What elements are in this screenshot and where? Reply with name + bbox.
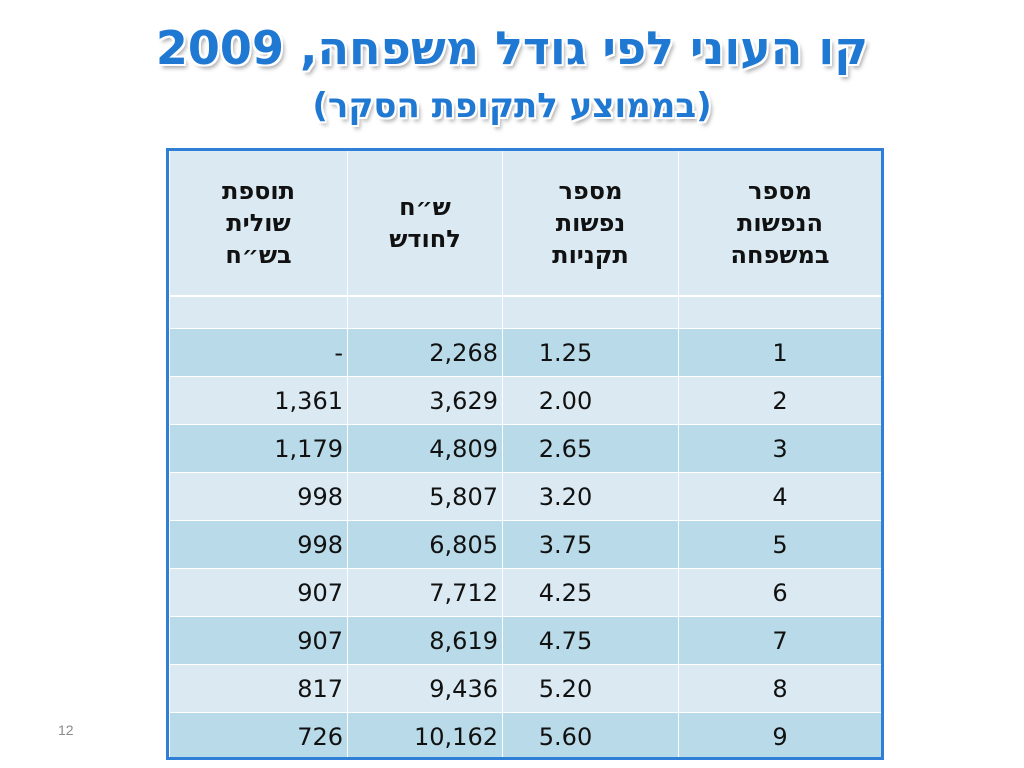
header-equivalent-persons-line: תקניות	[552, 241, 629, 269]
cell-nis-per-month: 4,809	[347, 424, 503, 473]
table-row: 1 1.25 2,268 -	[169, 328, 881, 377]
cell-family-size: 7	[678, 616, 881, 665]
spacer-cell	[678, 296, 881, 329]
spacer-cell	[169, 296, 348, 329]
table-row: 4 3.20 5,807 998	[169, 472, 881, 521]
cell-equivalent-persons: 2.65	[502, 424, 679, 473]
cell-equivalent-persons: 5.60	[502, 712, 679, 757]
cell-nis-per-month: 7,712	[347, 568, 503, 617]
cell-family-size: 2	[678, 376, 881, 425]
header-family-size-line: הנפשות	[737, 209, 823, 237]
spacer-cell	[347, 296, 503, 329]
header-nis-per-month: ש״ח לחודש	[347, 151, 503, 297]
cell-marginal-addition: -	[169, 328, 348, 377]
cell-nis-per-month: 9,436	[347, 664, 503, 713]
cell-marginal-addition: 817	[169, 664, 348, 713]
cell-family-size: 1	[678, 328, 881, 377]
cell-equivalent-persons: 4.25	[502, 568, 679, 617]
cell-family-size: 3	[678, 424, 881, 473]
table-spacer-row	[169, 296, 881, 329]
table-row: 5 3.75 6,805 998	[169, 520, 881, 569]
header-equivalent-persons-line: נפשות	[555, 209, 626, 237]
cell-equivalent-persons: 1.25	[502, 328, 679, 377]
cell-marginal-addition: 998	[169, 520, 348, 569]
table-row: 6 4.25 7,712 907	[169, 568, 881, 617]
header-marginal-addition-line: שולית	[226, 209, 291, 237]
header-equivalent-persons: מספר נפשות תקניות	[502, 151, 679, 297]
cell-nis-per-month: 5,807	[347, 472, 503, 521]
table-header-row: מספר הנפשות במשפחה מספר נפשות תקניות ש״ח…	[169, 151, 881, 297]
cell-family-size: 5	[678, 520, 881, 569]
slide-number: 12	[58, 722, 74, 738]
poverty-line-table: מספר הנפשות במשפחה מספר נפשות תקניות ש״ח…	[169, 151, 881, 757]
header-family-size: מספר הנפשות במשפחה	[678, 151, 881, 297]
slide-title: קו העוני לפי גודל משפחה, 2009	[155, 21, 869, 75]
cell-family-size: 4	[678, 472, 881, 521]
cell-equivalent-persons: 4.75	[502, 616, 679, 665]
spacer-cell	[502, 296, 679, 329]
cell-marginal-addition: 907	[169, 616, 348, 665]
header-marginal-addition-line: בש״ח	[225, 241, 292, 269]
header-nis-per-month-line: ש״ח	[399, 193, 451, 221]
table-row: 8 5.20 9,436 817	[169, 664, 881, 713]
cell-marginal-addition: 907	[169, 568, 348, 617]
cell-equivalent-persons: 3.75	[502, 520, 679, 569]
table-row: 2 2.00 3,629 1,361	[169, 376, 881, 425]
header-family-size-line: במשפחה	[730, 241, 830, 269]
cell-equivalent-persons: 3.20	[502, 472, 679, 521]
header-family-size-line: מספר	[748, 177, 812, 205]
cell-family-size: 6	[678, 568, 881, 617]
cell-nis-per-month: 6,805	[347, 520, 503, 569]
table-row: 9 5.60 10,162 726	[169, 712, 881, 757]
cell-nis-per-month: 3,629	[347, 376, 503, 425]
cell-family-size: 9	[678, 712, 881, 757]
table-row: 7 4.75 8,619 907	[169, 616, 881, 665]
cell-nis-per-month: 8,619	[347, 616, 503, 665]
cell-family-size: 8	[678, 664, 881, 713]
cell-nis-per-month: 10,162	[347, 712, 503, 757]
header-marginal-addition-line: תוספת	[221, 177, 296, 205]
cell-marginal-addition: 1,179	[169, 424, 348, 473]
header-equivalent-persons-line: מספר	[558, 177, 623, 205]
slide-subtitle: (בממוצע לתקופת הסקר)	[312, 86, 712, 126]
header-marginal-addition: תוספת שולית בש״ח	[169, 151, 348, 297]
table-row: 3 2.65 4,809 1,179	[169, 424, 881, 473]
cell-marginal-addition: 726	[169, 712, 348, 757]
poverty-line-table-frame: מספר הנפשות במשפחה מספר נפשות תקניות ש״ח…	[166, 148, 884, 760]
cell-nis-per-month: 2,268	[347, 328, 503, 377]
cell-equivalent-persons: 2.00	[502, 376, 679, 425]
header-nis-per-month-line: לחודש	[389, 225, 461, 253]
cell-marginal-addition: 998	[169, 472, 348, 521]
cell-equivalent-persons: 5.20	[502, 664, 679, 713]
cell-marginal-addition: 1,361	[169, 376, 348, 425]
